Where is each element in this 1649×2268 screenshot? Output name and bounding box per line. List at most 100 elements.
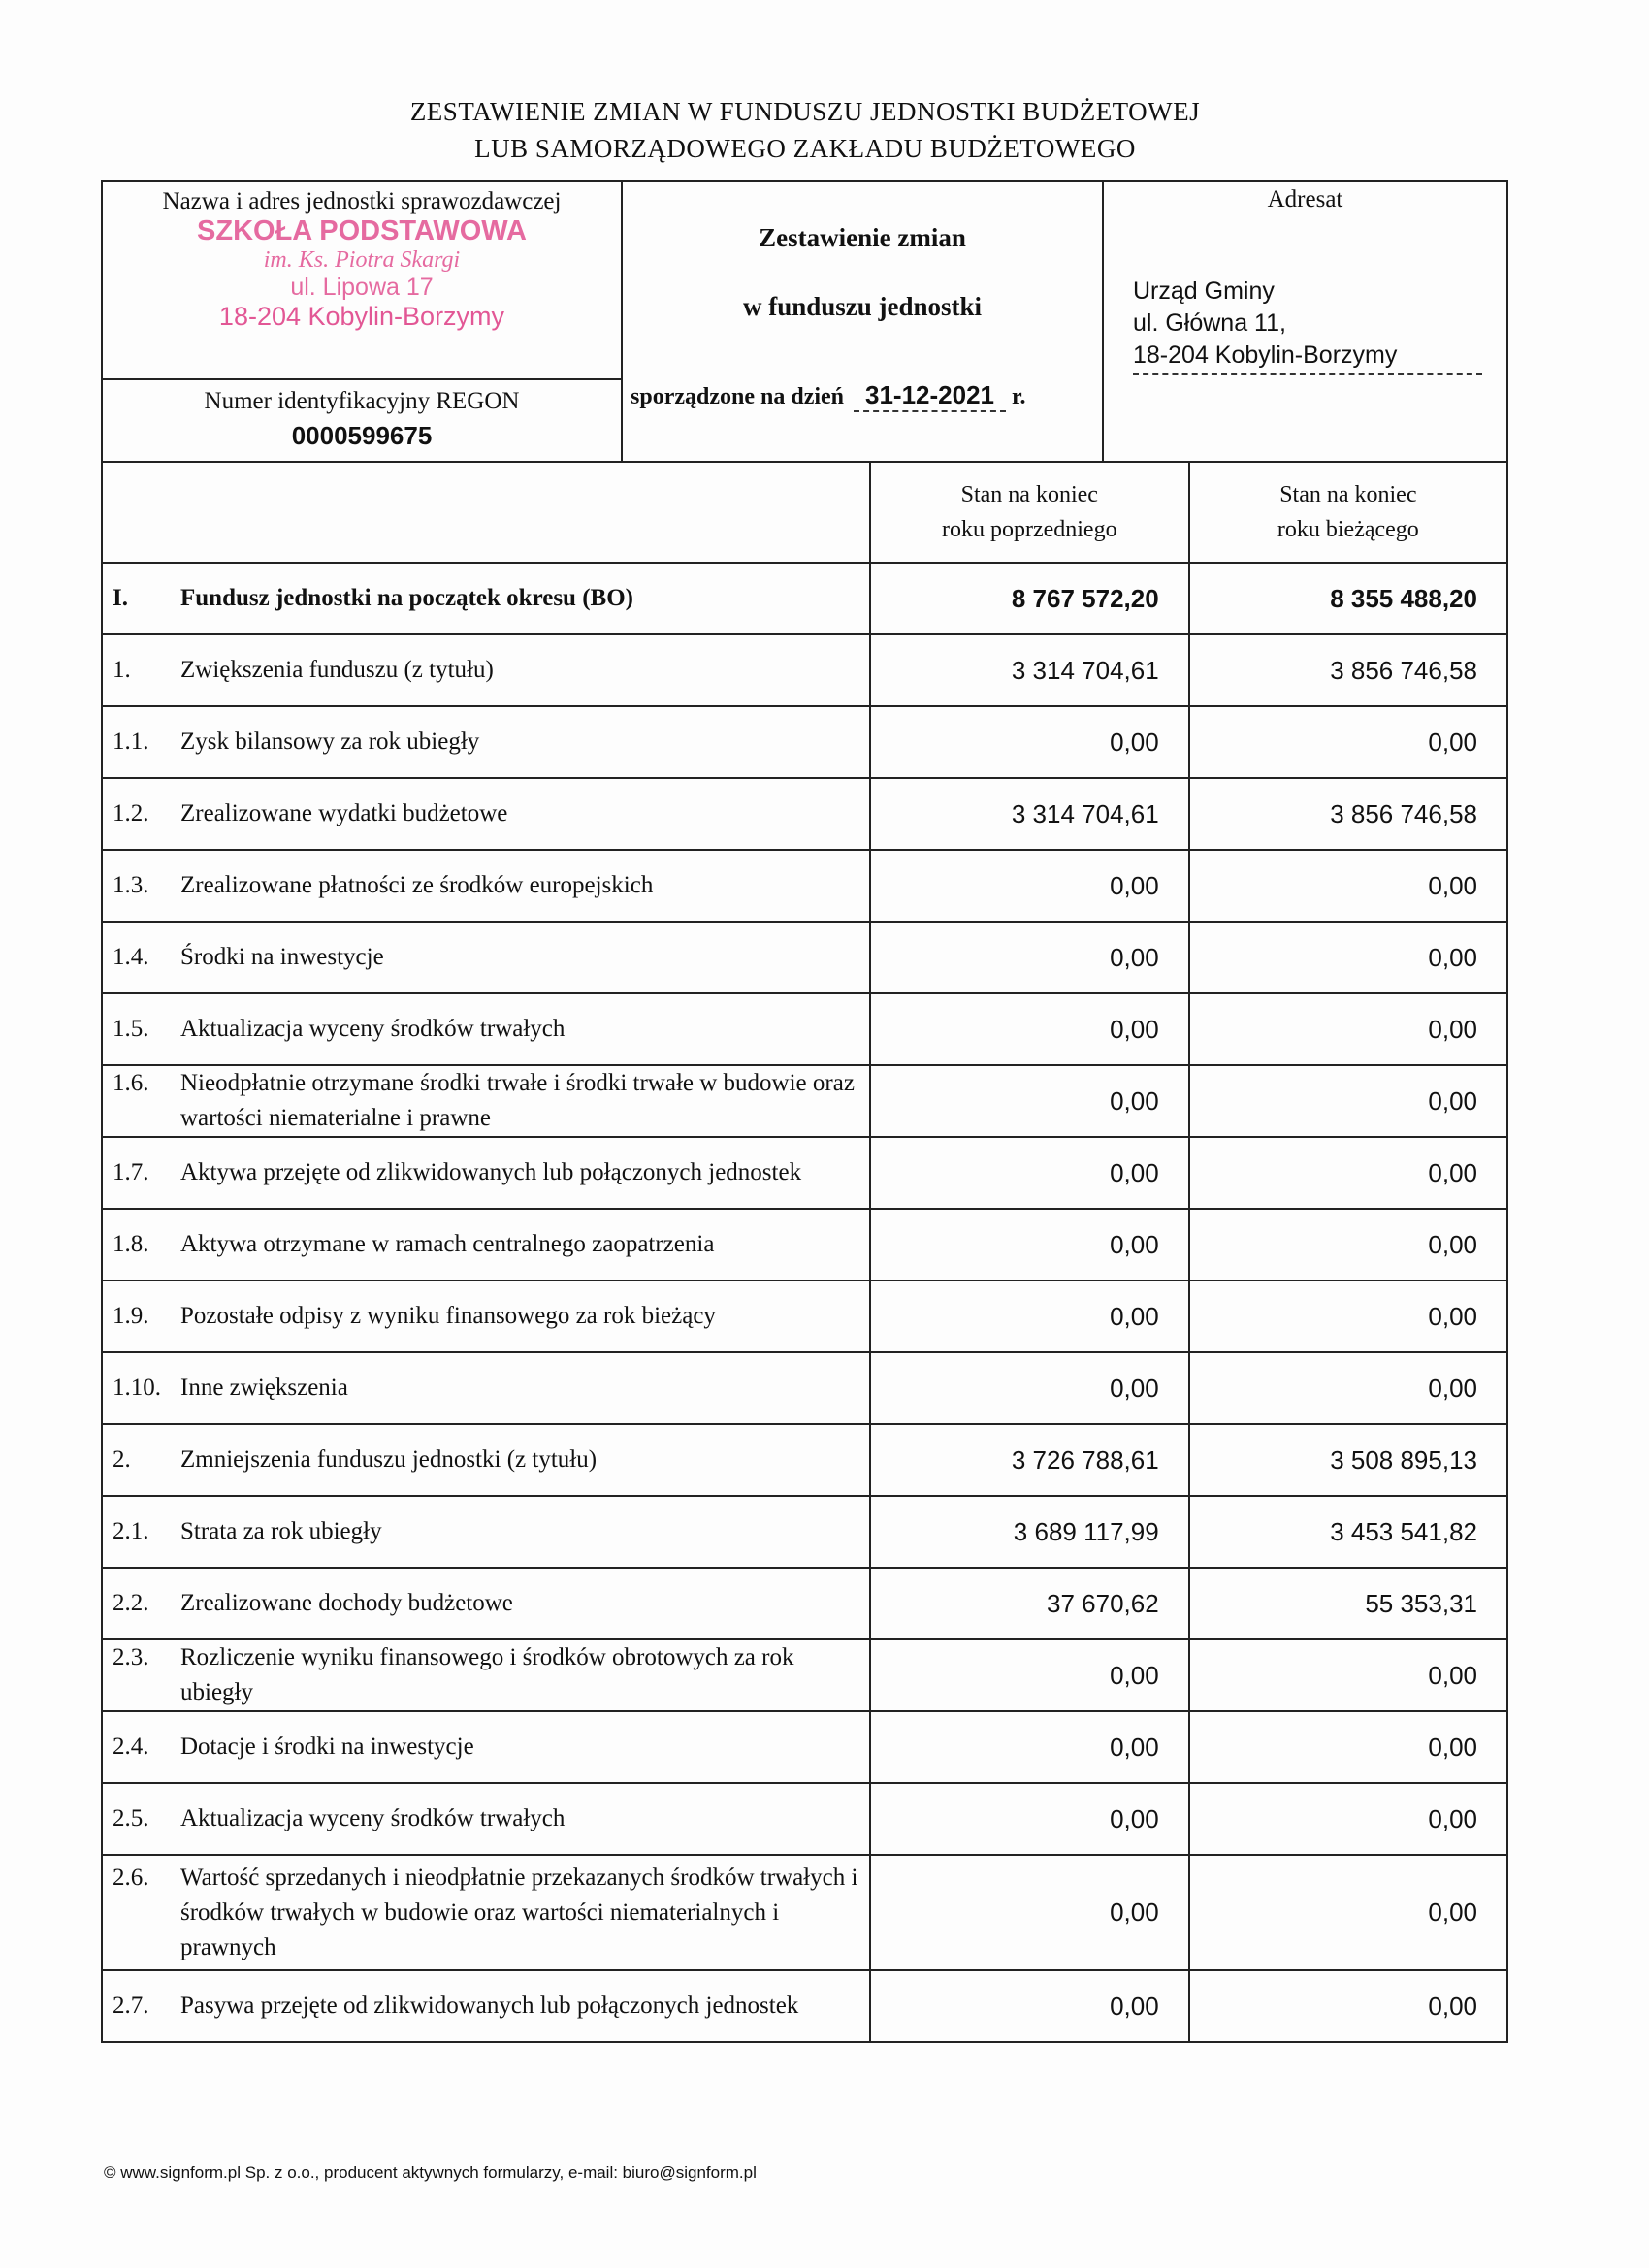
- row-text: Aktywa przejęte od zlikwidowanych lub po…: [180, 1159, 802, 1185]
- value-prev-year: 0,00: [868, 992, 1190, 1066]
- value-prev-year: 3 689 117,99: [868, 1495, 1190, 1569]
- unit-box: Nazwa i adres jednostki sprawozdawczej S…: [103, 182, 623, 380]
- row-number: 2.6.: [113, 1863, 149, 1891]
- row-text: Środki na inwestycje: [180, 944, 384, 970]
- table-row: 1.3. Zrealizowane płatności ze środków e…: [101, 849, 1509, 923]
- addressee-line2: ul. Główna 11,: [1133, 309, 1286, 337]
- col-curr-header: Stan na koniec roku bieżącego: [1187, 461, 1509, 564]
- row-label: 1.3. Zrealizowane płatności ze środków e…: [103, 868, 869, 903]
- row-label: 1.6. Nieodpłatnie otrzymane środki trwał…: [103, 1066, 869, 1136]
- row-label: 2.5. Aktualizacja wyceny środków trwałyc…: [103, 1801, 869, 1836]
- row-number: 1.2.: [113, 800, 149, 826]
- row-label: 2.4. Dotacje i środki na inwestycje: [103, 1730, 869, 1765]
- doc-title-line1: ZESTAWIENIE ZMIAN W FUNDUSZU JEDNOSTKI B…: [409, 97, 1201, 126]
- stamp-line2: im. Ks. Piotra Skargi: [263, 247, 461, 273]
- row-text: Pasywa przejęte od zlikwidowanych lub po…: [180, 1993, 799, 2019]
- table-row: 1.10. Inne zwiększenia 0,00 0,00: [101, 1351, 1509, 1425]
- row-number: 2.3.: [113, 1644, 149, 1670]
- regon-value: 0000599675: [291, 421, 433, 450]
- value-curr-year: 0,00: [1187, 705, 1509, 779]
- value-prev-year: 0,00: [868, 849, 1190, 923]
- value-curr-year: 0,00: [1187, 921, 1509, 994]
- value-prev-year: 0,00: [868, 1969, 1190, 2043]
- row-label-cell: 2.1. Strata za rok ubiegły: [101, 1495, 871, 1569]
- stamp-line1: SZKOŁA PODSTAWOWA: [197, 215, 527, 246]
- table-row: 2.1. Strata za rok ubiegły 3 689 117,99 …: [101, 1495, 1509, 1569]
- table-row: 1.1. Zysk bilansowy za rok ubiegły 0,00 …: [101, 705, 1509, 779]
- row-label-cell: 1.9. Pozostałe odpisy z wyniku finansowe…: [101, 1280, 871, 1353]
- table-row: 1.7. Aktywa przejęte od zlikwidowanych l…: [101, 1136, 1509, 1210]
- row-label: 2.7. Pasywa przejęte od zlikwidowanych l…: [103, 1989, 869, 2024]
- row-number: I.: [113, 585, 128, 611]
- row-text: Inne zwiększenia: [180, 1375, 348, 1401]
- addressee-line3: 18-204 Kobylin-Borzymy: [1133, 341, 1398, 369]
- row-label-cell: 1.10. Inne zwiększenia: [101, 1351, 871, 1425]
- row-number: 1.: [113, 657, 131, 683]
- value-prev-year: 0,00: [868, 1710, 1190, 1784]
- row-text: Aktualizacja wyceny środków trwałych: [180, 1805, 566, 1831]
- row-text: Zmniejszenia funduszu jednostki (z tytuł…: [180, 1446, 598, 1473]
- row-label: 2.6. Wartość sprzedanych i nieodpłatnie …: [103, 1861, 869, 1965]
- value-prev-year: 0,00: [868, 1208, 1190, 1281]
- row-label: I. Fundusz jednostki na początek okresu …: [103, 581, 869, 616]
- doc-title2: w funduszu jednostki: [742, 292, 983, 321]
- value-prev-year: 0,00: [868, 1854, 1190, 1971]
- row-label-cell: I. Fundusz jednostki na początek okresu …: [101, 562, 871, 635]
- table-row: 1.6. Nieodpłatnie otrzymane środki trwał…: [101, 1064, 1509, 1138]
- col-curr-line2: roku bieżącego: [1277, 517, 1419, 542]
- row-label: 1.5. Aktualizacja wyceny środków trwałyc…: [103, 1012, 869, 1047]
- row-number: 1.3.: [113, 872, 149, 898]
- value-curr-year: 0,00: [1187, 1064, 1509, 1138]
- row-label-cell: 1.7. Aktywa przejęte od zlikwidowanych l…: [101, 1136, 871, 1210]
- row-number: 1.10.: [113, 1375, 161, 1401]
- regon-box: Numer identyfikacyjny REGON 0000599675: [103, 380, 623, 463]
- row-label: 1.10. Inne zwiększenia: [103, 1371, 869, 1406]
- row-number: 2.5.: [113, 1805, 149, 1831]
- row-text: Zysk bilansowy za rok ubiegły: [180, 729, 480, 755]
- row-label-cell: 1.2. Zrealizowane wydatki budżetowe: [101, 777, 871, 851]
- doc-title1: Zestawienie zmian: [759, 223, 966, 252]
- row-label: 1.4. Środki na inwestycje: [103, 940, 869, 975]
- value-prev-year: 8 767 572,20: [868, 562, 1190, 635]
- row-label: 2.1. Strata za rok ubiegły: [103, 1514, 869, 1549]
- row-text: Zrealizowane wydatki budżetowe: [180, 800, 508, 826]
- value-curr-year: 0,00: [1187, 992, 1509, 1066]
- col-curr-line1: Stan na koniec: [1279, 482, 1417, 507]
- value-prev-year: 3 314 704,61: [868, 777, 1190, 851]
- table-row: 2.6. Wartość sprzedanych i nieodpłatnie …: [101, 1854, 1509, 1971]
- addressee-address: Urząd Gminy ul. Główna 11, 18-204 Kobyli…: [1133, 275, 1482, 375]
- row-label-cell: 2.7. Pasywa przejęte od zlikwidowanych l…: [101, 1969, 871, 2043]
- value-curr-year: 0,00: [1187, 1208, 1509, 1281]
- value-prev-year: 0,00: [868, 1136, 1190, 1210]
- row-label-cell: 1.5. Aktualizacja wyceny środków trwałyc…: [101, 992, 871, 1066]
- value-curr-year: 0,00: [1187, 1782, 1509, 1856]
- table-row: 1.8. Aktywa otrzymane w ramach centralne…: [101, 1208, 1509, 1281]
- value-curr-year: 0,00: [1187, 1638, 1509, 1712]
- value-curr-year: 0,00: [1187, 1351, 1509, 1425]
- row-label: 1.9. Pozostałe odpisy z wyniku finansowe…: [103, 1299, 869, 1334]
- row-label-cell: 2.4. Dotacje i środki na inwestycje: [101, 1710, 871, 1784]
- row-number: 2.1.: [113, 1518, 149, 1544]
- col-prev-line2: roku poprzedniego: [941, 517, 1117, 542]
- date-value: 31-12-2021: [854, 380, 1007, 412]
- row-number: 1.4.: [113, 944, 149, 970]
- row-label-cell: 1.1. Zysk bilansowy za rok ubiegły: [101, 705, 871, 779]
- value-prev-year: 3 726 788,61: [868, 1423, 1190, 1497]
- table-row: 2.2. Zrealizowane dochody budżetowe 37 6…: [101, 1567, 1509, 1640]
- row-label: 1.1. Zysk bilansowy za rok ubiegły: [103, 725, 869, 760]
- doc-info-box: Zestawienie zmian w funduszu jednostki s…: [623, 182, 1104, 463]
- value-curr-year: 0,00: [1187, 849, 1509, 923]
- row-label-cell: 1.6. Nieodpłatnie otrzymane środki trwał…: [101, 1064, 871, 1138]
- row-number: 1.9.: [113, 1303, 149, 1329]
- value-curr-year: 0,00: [1187, 1280, 1509, 1353]
- table-row: 1. Zwiększenia funduszu (z tytułu) 3 314…: [101, 633, 1509, 707]
- regon-label: Numer identyfikacyjny REGON: [204, 388, 520, 414]
- row-text: Fundusz jednostki na początek okresu (BO…: [180, 585, 633, 611]
- row-label: 2.3. Rozliczenie wyniku finansowego i śr…: [103, 1640, 869, 1710]
- value-prev-year: 0,00: [868, 705, 1190, 779]
- row-label-cell: 2.2. Zrealizowane dochody budżetowe: [101, 1567, 871, 1640]
- row-text: Wartość sprzedanych i nieodpłatnie przek…: [180, 1863, 858, 1960]
- row-text: Rozliczenie wyniku finansowego i środków…: [180, 1644, 794, 1705]
- value-prev-year: 0,00: [868, 1638, 1190, 1712]
